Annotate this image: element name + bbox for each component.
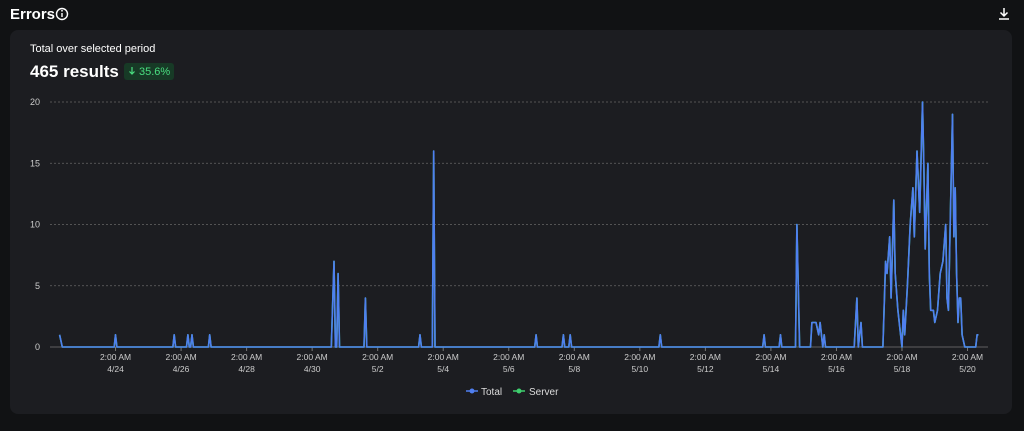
x-tick-time: 2:00 AM xyxy=(297,352,328,362)
x-tick-time: 2:00 AM xyxy=(690,352,721,362)
total: 465 results xyxy=(30,62,119,81)
down-arrow xyxy=(129,67,135,75)
caption: Total over selected period xyxy=(30,43,155,55)
x-tick-label: 5/14 xyxy=(763,364,780,374)
x-tick-label: 5/8 xyxy=(568,364,580,374)
x-tick-label: 4/26 xyxy=(173,364,190,374)
x-tick-time: 2:00 AM xyxy=(493,352,524,362)
legend: Total Server xyxy=(466,387,559,398)
x-tick-label: 4/24 xyxy=(107,364,124,374)
x-tick-label: 5/16 xyxy=(828,364,845,374)
x-tick-time: 2:00 AM xyxy=(165,352,196,362)
x-tick-time: 2:00 AM xyxy=(821,352,852,362)
x-tick-label: 5/12 xyxy=(697,364,714,374)
x-tick-time: 2:00 AM xyxy=(559,352,590,362)
x-tick-label: 5/18 xyxy=(894,364,911,374)
legend-dot xyxy=(516,388,522,394)
x-tick-label: 5/6 xyxy=(503,364,515,374)
x-tick-time: 2:00 AM xyxy=(428,352,459,362)
y-tick-label: 0 xyxy=(35,342,40,352)
x-tick-label: 5/20 xyxy=(959,364,976,374)
x-tick-label: 5/10 xyxy=(632,364,649,374)
legend-label[interactable]: Server xyxy=(529,387,559,398)
series-line xyxy=(58,101,979,348)
x-tick-time: 2:00 AM xyxy=(362,352,393,362)
legend-dot xyxy=(469,388,475,394)
x-tick-label: 4/30 xyxy=(304,364,321,374)
x-tick-time: 2:00 AM xyxy=(952,352,983,362)
x-tick-label: 5/2 xyxy=(372,364,384,374)
x-tick-label: 4/28 xyxy=(238,364,255,374)
info-icon[interactable] xyxy=(55,7,69,21)
y-tick-label: 5 xyxy=(35,281,40,291)
download-icon[interactable] xyxy=(999,8,1009,20)
x-tick-label: 5/4 xyxy=(437,364,449,374)
x-tick-time: 2:00 AM xyxy=(624,352,655,362)
legend-label[interactable]: Total xyxy=(481,387,502,398)
change: 35.6% xyxy=(139,66,170,78)
x-tick-time: 2:00 AM xyxy=(231,352,262,362)
x-tick-time: 2:00 AM xyxy=(886,352,917,362)
change-badge xyxy=(124,63,174,80)
y-tick-label: 15 xyxy=(30,158,40,168)
widget-title: Errors xyxy=(10,6,55,23)
card xyxy=(10,30,1012,414)
x-tick-time: 2:00 AM xyxy=(755,352,786,362)
y-tick-label: 20 xyxy=(30,97,40,107)
x-tick-time: 2:00 AM xyxy=(100,352,131,362)
y-tick-label: 10 xyxy=(30,220,40,230)
